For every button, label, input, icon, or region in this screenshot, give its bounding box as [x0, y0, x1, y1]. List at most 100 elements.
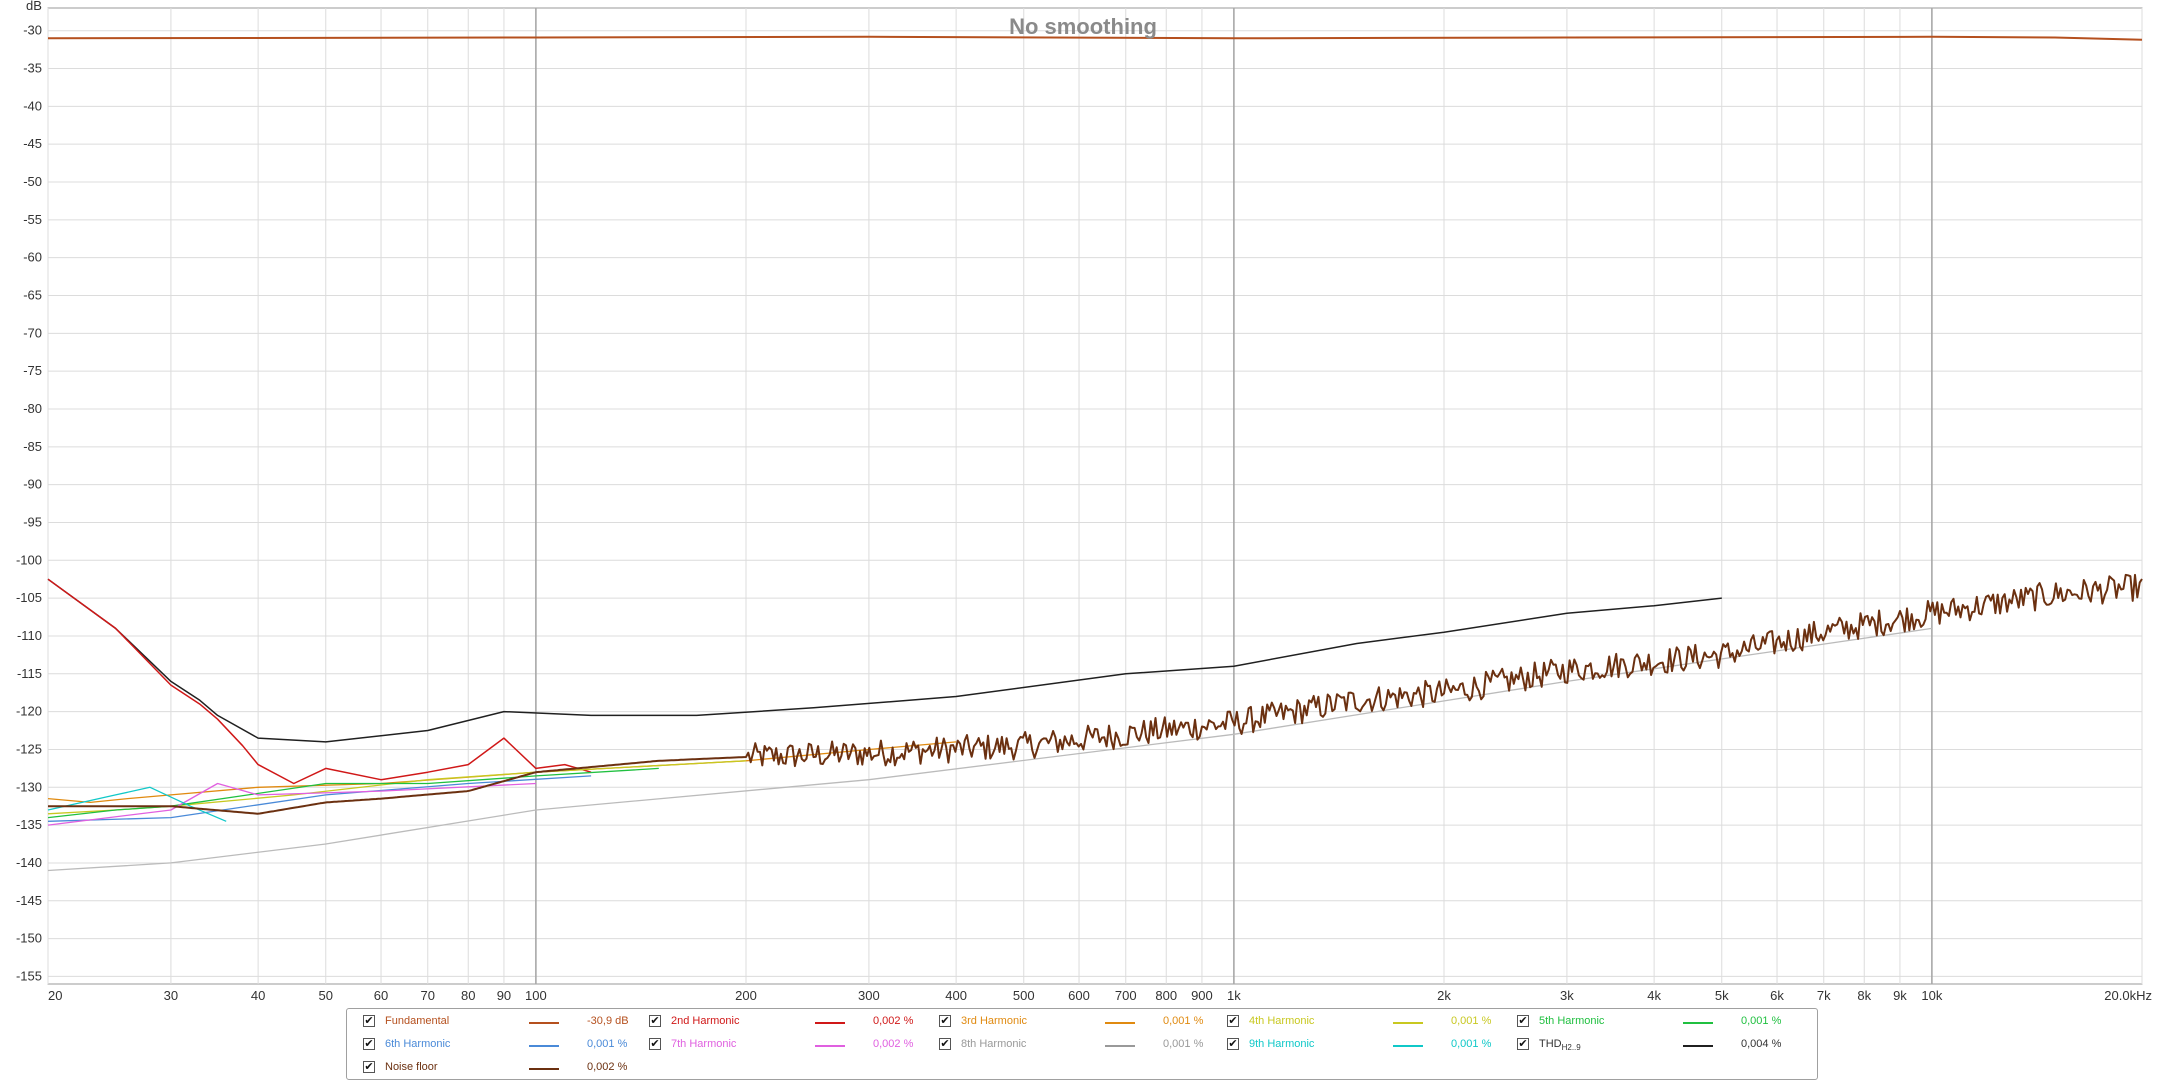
9th-harmonic-series-line: [47, 786, 227, 822]
legend-series-value: 0,001 %: [1451, 1038, 1492, 1050]
legend-checkbox[interactable]: ✔: [1517, 1037, 1529, 1050]
fundamental-series-line: [47, 35, 2143, 41]
legend-series-name: Noise floor: [385, 1061, 438, 1073]
x-tick-label: 2k: [1437, 988, 1451, 1000]
legend-checkbox[interactable]: ✔: [939, 1014, 951, 1027]
x-tick-label: 70: [421, 988, 435, 1000]
legend-checkbox[interactable]: ✔: [363, 1060, 375, 1073]
legend-series-value: 0,002 %: [873, 1038, 914, 1050]
y-tick-label: -100: [16, 552, 42, 567]
legend-checkbox[interactable]: ✔: [363, 1037, 375, 1050]
y-tick-label: -155: [16, 968, 42, 983]
y-tick-label: -65: [23, 288, 42, 303]
y-tick-label: -90: [23, 477, 42, 492]
y-tick-label: -140: [16, 855, 42, 870]
x-tick-label: 6k: [1770, 988, 1784, 1000]
legend-series-name: THDH2..9: [1539, 1038, 1581, 1053]
8th-harmonic-series-line: [47, 627, 1932, 872]
legend-series-name: 5th Harmonic: [1539, 1015, 1605, 1027]
x-tick-label: 5k: [1715, 988, 1729, 1000]
legend-line-swatch: [815, 1022, 845, 1024]
y-tick-label: -85: [23, 439, 42, 454]
legend-series-name: 7th Harmonic: [671, 1038, 737, 1050]
legend-checkbox[interactable]: ✔: [1517, 1014, 1529, 1027]
legend-line-swatch: [1105, 1045, 1135, 1047]
6th-harmonic-series-line: [47, 775, 592, 822]
legend-checkbox[interactable]: ✔: [1227, 1014, 1239, 1027]
legend-checkbox[interactable]: ✔: [363, 1014, 375, 1027]
y-tick-label: -55: [23, 212, 42, 227]
y-tick-label: -30: [23, 23, 42, 38]
5th-harmonic-series-line: [47, 767, 659, 819]
legend-series-value: 0,002 %: [587, 1061, 628, 1073]
legend-series-name: 8th Harmonic: [961, 1038, 1027, 1050]
legend-series-name: 2nd Harmonic: [671, 1015, 740, 1027]
chart-title: No smoothing: [1009, 14, 1157, 39]
legend-series-value: 0,001 %: [1451, 1015, 1492, 1027]
y-tick-label: -95: [23, 514, 42, 529]
x-tick-label: 30: [164, 988, 178, 1000]
x-tick-label: 60: [374, 988, 388, 1000]
x-tick-label: 3k: [1560, 988, 1574, 1000]
legend-line-swatch: [815, 1045, 845, 1047]
y-tick-label: -135: [16, 817, 42, 832]
x-tick-label: 7k: [1817, 988, 1831, 1000]
x-tick-label: 500: [1013, 988, 1035, 1000]
legend-series-value: 0,001 %: [1163, 1015, 1204, 1027]
legend-line-swatch: [529, 1022, 559, 1024]
y-tick-label: -70: [23, 325, 42, 340]
legend-series-value: 0,004 %: [1741, 1038, 1782, 1050]
x-tick-label: 20,0kHz: [2104, 988, 2152, 1000]
y-tick-label: -40: [23, 98, 42, 113]
y-tick-label: -105: [16, 590, 42, 605]
x-tick-label: 300: [858, 988, 880, 1000]
x-tick-label: 10k: [1921, 988, 1942, 1000]
y-tick-label: -50: [23, 174, 42, 189]
legend-line-swatch: [1393, 1045, 1423, 1047]
x-tick-label: 9k: [1893, 988, 1907, 1000]
thd-frequency-chart: -30 -35 -40 -45 -50 -55 -60 -65 -70 -75 -80 -85 -90 -…: [16, 0, 2152, 1000]
legend-series-subscript: H2..9: [1561, 1043, 1581, 1053]
x-tick-label: 1k: [1227, 988, 1241, 1000]
legend-panel: ✔ Fundamental -30,9 dB ✔ 2nd Harmonic 0,002 %…: [346, 1008, 1818, 1080]
x-tick-label: 40: [251, 988, 265, 1000]
y-tick-label: -145: [16, 893, 42, 908]
legend-checkbox[interactable]: ✔: [1227, 1037, 1239, 1050]
x-tick-label: 100: [525, 988, 547, 1000]
y-tick-label: -35: [23, 61, 42, 76]
x-tick-label: 200: [735, 988, 757, 1000]
legend-line-swatch: [1683, 1022, 1713, 1024]
x-tick-label: 80: [461, 988, 475, 1000]
legend-series-value: 0,001 %: [587, 1038, 628, 1050]
x-tick-label: 700: [1115, 988, 1137, 1000]
y-tick-label: -75: [23, 363, 42, 378]
y-tick-label: -60: [23, 250, 42, 265]
legend-series-value: 0,001 %: [1741, 1015, 1782, 1027]
y-tick-label: -125: [16, 741, 42, 756]
legend-series-name: 3rd Harmonic: [961, 1015, 1028, 1027]
legend-line-swatch: [1105, 1022, 1135, 1024]
y-tick-label: -115: [17, 666, 42, 681]
x-tick-label: 50: [319, 988, 333, 1000]
y-tick-label: -110: [17, 628, 42, 643]
7th-harmonic-series-line: [47, 782, 536, 826]
y-tick-label: -80: [23, 401, 42, 416]
legend-series-name: 9th Harmonic: [1249, 1038, 1315, 1050]
legend-line-swatch: [529, 1045, 559, 1047]
y-tick-label: -130: [16, 779, 42, 794]
x-tick-label: 20: [48, 988, 62, 1000]
legend-checkbox[interactable]: ✔: [649, 1014, 661, 1027]
legend-line-swatch: [1393, 1022, 1423, 1024]
y-tick-label: -120: [16, 704, 42, 719]
legend-checkbox[interactable]: ✔: [649, 1037, 661, 1050]
legend-line-swatch: [529, 1068, 559, 1070]
legend-series-value: -30,9 dB: [587, 1015, 629, 1027]
legend-checkbox[interactable]: ✔: [939, 1037, 951, 1050]
x-tick-label: 900: [1191, 988, 1213, 1000]
legend-line-swatch: [1683, 1045, 1713, 1047]
y-tick-label: -45: [23, 136, 42, 151]
noise-floor-series-line: [48, 573, 2143, 815]
legend-series-name: 4th Harmonic: [1249, 1015, 1315, 1027]
legend-series-name: 6th Harmonic: [385, 1038, 451, 1050]
x-tick-label: 600: [1068, 988, 1090, 1000]
